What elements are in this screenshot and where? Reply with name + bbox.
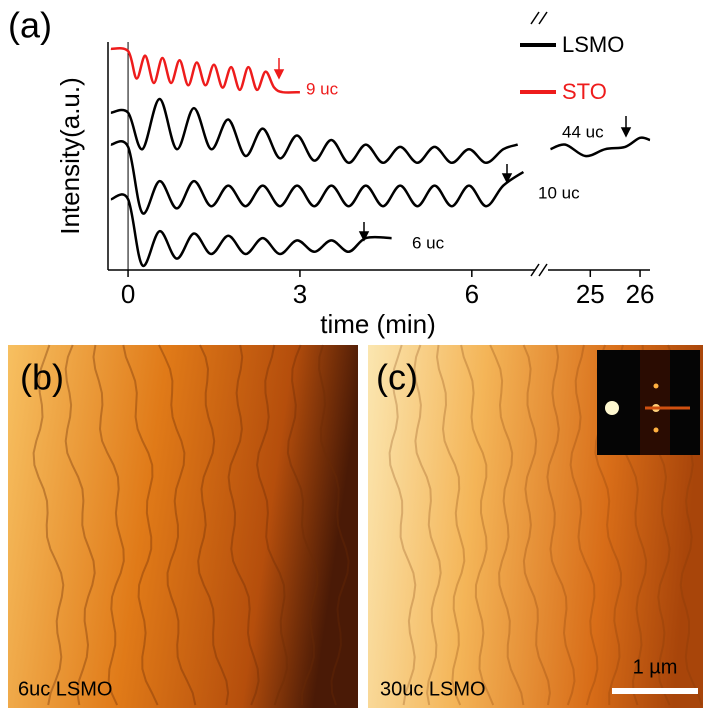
y-axis-label: Intensity(a.u.) — [55, 77, 85, 235]
legend-label: LSMO — [562, 32, 624, 57]
terrace-step — [522, 344, 551, 706]
caption: 30uc LSMO — [380, 678, 486, 700]
data-line — [110, 140, 525, 215]
arrows — [273, 58, 632, 242]
panel-label: (b) — [20, 357, 64, 398]
x-tick-label: 3 — [293, 279, 307, 309]
data-line — [110, 47, 300, 94]
afm-image — [8, 344, 358, 708]
x-tick-label: 6 — [465, 279, 479, 309]
terrace-step — [546, 344, 576, 706]
x-tick-label: 0 — [121, 279, 135, 309]
terrace-step — [388, 344, 417, 706]
legend-label: STO — [562, 79, 607, 104]
terrace-step — [64, 344, 96, 706]
annotation: 44 uc — [562, 122, 604, 141]
x-tick-label: 25 — [576, 279, 605, 309]
terrace-step — [460, 344, 495, 706]
terrace-step — [122, 344, 159, 706]
data-line — [110, 97, 651, 165]
data-line — [110, 193, 392, 267]
terrace-step — [286, 344, 319, 706]
annotation: 10 uc — [538, 183, 580, 202]
terrace-step — [318, 344, 350, 706]
x-axis-label: time (min) — [320, 309, 436, 339]
x-tick-label: 26 — [626, 279, 655, 309]
terrace-step — [435, 344, 466, 706]
panel-label: (c) — [376, 357, 418, 398]
terrace-step — [489, 344, 525, 706]
terrace-step — [92, 344, 125, 706]
terrace-step — [197, 344, 230, 706]
scale-bar-label: 1 µm — [633, 656, 678, 678]
terrace-step — [569, 344, 599, 706]
scale-bar — [612, 688, 698, 694]
afm-image — [368, 344, 703, 708]
terrace-step — [256, 344, 288, 706]
annotation: 6 uc — [412, 233, 445, 252]
panel-label: (a) — [8, 5, 52, 46]
annotation: 9 uc — [306, 79, 339, 98]
caption: 6uc LSMO — [18, 678, 112, 700]
terrace-step — [413, 344, 442, 706]
axis-break — [530, 11, 548, 277]
terrace-step — [158, 344, 197, 706]
terrace-step — [227, 344, 260, 706]
terrace-step — [32, 344, 65, 706]
